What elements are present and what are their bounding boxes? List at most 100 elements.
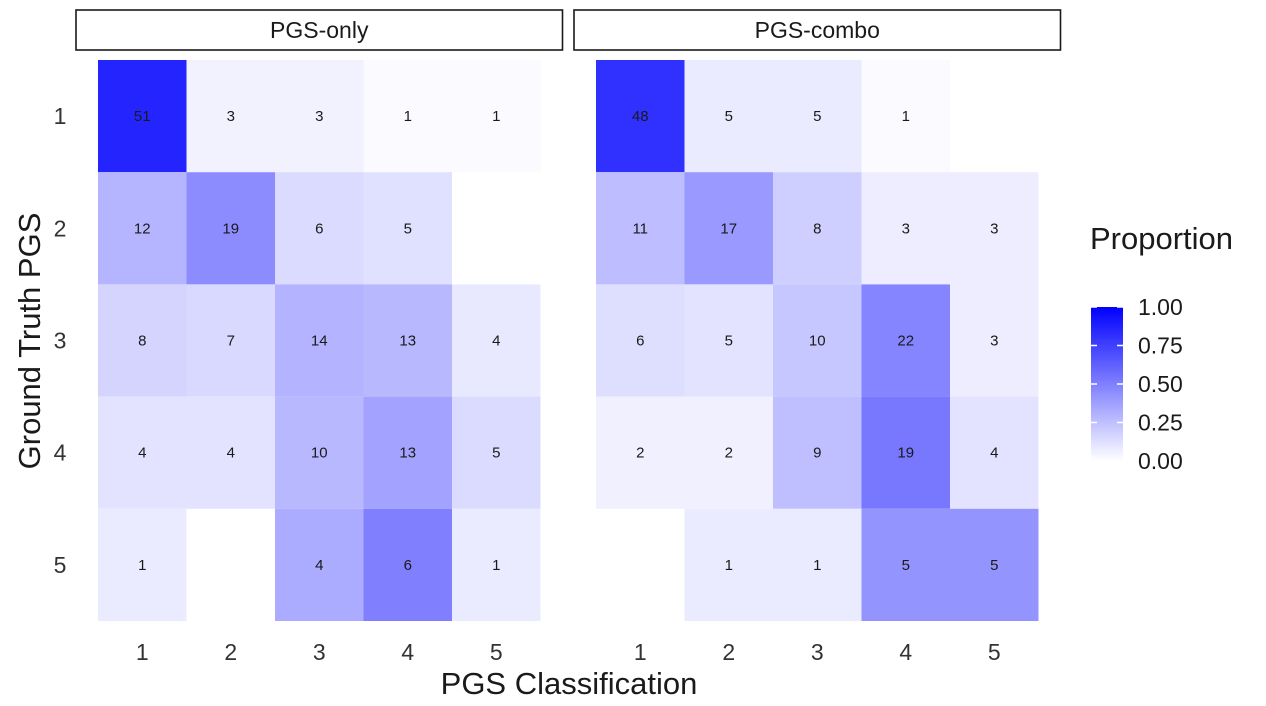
cell-count-label: 6	[404, 557, 412, 574]
cell-count-label: 13	[399, 445, 416, 462]
heatmap-cell	[275, 396, 364, 509]
heatmap-cell	[363, 172, 452, 285]
heatmap-cell	[363, 60, 452, 173]
cell-count-label: 4	[227, 445, 235, 462]
cell-count-label: 1	[492, 557, 500, 574]
cell-count-label: 48	[632, 108, 649, 125]
heatmap-cell	[363, 396, 452, 509]
cell-count-label: 5	[492, 445, 500, 462]
x-tick-label: 1	[136, 639, 149, 665]
cell-count-label: 5	[902, 557, 910, 574]
x-tick-label: 5	[988, 639, 1001, 665]
facet-strip-label: PGS-only	[270, 17, 369, 43]
heatmap-cell	[275, 60, 364, 173]
y-tick-label: 3	[54, 328, 67, 354]
heatmap-cell	[98, 284, 187, 397]
heatmap-cell	[452, 284, 541, 397]
cell-count-label: 22	[897, 333, 914, 350]
legend-tick-label: 1.00	[1138, 294, 1183, 320]
heatmap-cell	[363, 508, 452, 621]
x-axis-title: PGS Classification	[441, 666, 698, 701]
heatmap-cell	[452, 60, 541, 173]
heatmap-cell	[861, 60, 950, 173]
heatmap-cell	[861, 508, 950, 621]
heatmap-cell	[186, 396, 275, 509]
cell-count-label: 13	[399, 333, 416, 350]
y-axis-title: Ground Truth PGS	[12, 213, 47, 470]
heatmap-cell	[98, 396, 187, 509]
heatmap-cell	[98, 172, 187, 285]
cell-count-label: 5	[725, 333, 733, 350]
cell-count-label: 1	[813, 557, 821, 574]
x-tick-label: 3	[313, 639, 326, 665]
cell-count-label: 3	[990, 333, 998, 350]
cell-count-label: 11	[632, 220, 648, 237]
cell-count-label: 4	[138, 445, 146, 462]
cell-count-label: 51	[134, 108, 151, 125]
legend-tick-label: 0.50	[1138, 371, 1183, 397]
cell-count-label: 6	[636, 333, 644, 350]
cell-count-label: 1	[902, 108, 910, 125]
heatmap-cell	[684, 508, 773, 621]
cell-count-label: 3	[315, 108, 323, 125]
heatmap-cell	[596, 172, 685, 285]
y-tick-label: 1	[54, 103, 67, 129]
x-tick-label: 3	[811, 639, 824, 665]
heatmap-cell	[861, 172, 950, 285]
heatmap-cell	[596, 60, 685, 173]
heatmap-cell	[275, 284, 364, 397]
cell-count-label: 17	[720, 220, 737, 237]
cell-count-label: 3	[227, 108, 235, 125]
y-tick-label: 5	[54, 552, 67, 578]
heatmap-cell	[186, 60, 275, 173]
cell-count-label: 10	[311, 445, 328, 462]
heatmap-cell	[98, 60, 187, 173]
heatmap-cell	[275, 172, 364, 285]
heatmap-cell	[950, 396, 1039, 509]
x-tick-label: 1	[634, 639, 647, 665]
heatmap-cell	[684, 396, 773, 509]
facet-strip-label: PGS-combo	[755, 17, 880, 43]
heatmap-cell	[773, 284, 862, 397]
cell-count-label: 1	[725, 557, 733, 574]
heatmap-cell	[186, 284, 275, 397]
heatmap-cell	[950, 508, 1039, 621]
cell-count-label: 19	[897, 445, 914, 462]
cell-count-label: 14	[311, 333, 328, 350]
cell-count-label: 5	[813, 108, 821, 125]
cell-count-label: 19	[222, 220, 239, 237]
heatmap-cell	[684, 284, 773, 397]
heatmap-cell	[950, 172, 1039, 285]
facet-strip	[75, 9, 564, 51]
legend: Proportion 1.00 0.75 0.50 0.25 0.00	[1090, 221, 1233, 474]
heatmap-cell	[186, 172, 275, 285]
cell-count-label: 7	[227, 333, 235, 350]
cell-count-label: 6	[315, 220, 323, 237]
heatmap-cell	[98, 508, 187, 621]
cell-count-label: 10	[809, 333, 826, 350]
cell-count-label: 3	[990, 220, 998, 237]
heatmap-cell	[861, 284, 950, 397]
x-tick-label: 4	[899, 639, 912, 665]
cell-count-label: 4	[990, 445, 998, 462]
heatmap-cell	[684, 172, 773, 285]
cell-count-label: 5	[990, 557, 998, 574]
heatmap-cell	[684, 60, 773, 173]
heatmap-cell	[950, 284, 1039, 397]
heatmap-cell	[773, 60, 862, 173]
x-tick-label: 4	[401, 639, 414, 665]
heatmap-cell	[452, 508, 541, 621]
cell-count-label: 12	[134, 220, 151, 237]
cell-count-label: 5	[404, 220, 412, 237]
heatmap-cell	[596, 284, 685, 397]
cell-count-label: 2	[725, 445, 733, 462]
cell-count-label: 8	[813, 220, 821, 237]
y-tick-label: 4	[54, 440, 67, 466]
cell-count-label: 4	[492, 333, 500, 350]
x-tick-label: 2	[722, 639, 735, 665]
heatmap-cell	[596, 396, 685, 509]
cell-count-label: 8	[138, 333, 146, 350]
